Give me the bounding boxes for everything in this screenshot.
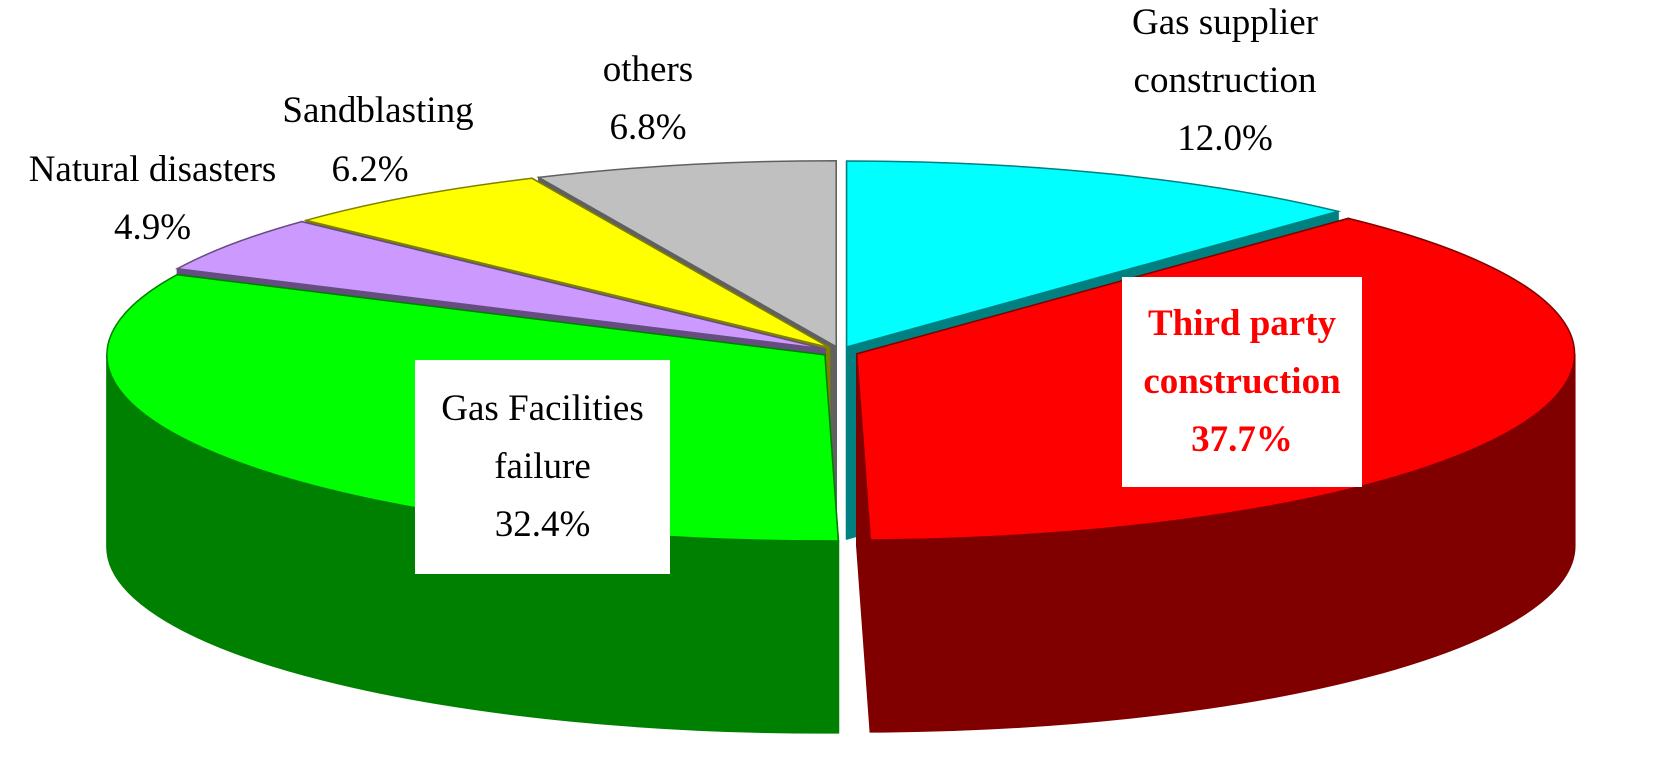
- slice-label: Gas supplier construction 12.0%: [1090, 0, 1360, 168]
- slice-top: [174, 220, 826, 350]
- slice-top: [845, 160, 1342, 348]
- slice-label: Gas Facilities failure 32.4%: [415, 360, 670, 574]
- slice-top: [536, 159, 837, 348]
- category-label: Natural disasters: [28, 149, 277, 190]
- value-label: 6.8%: [609, 107, 687, 148]
- slice-top: [303, 177, 830, 349]
- value-label: 6.2%: [331, 149, 409, 190]
- slice-label: Natural disasters 4.9%: [0, 141, 305, 257]
- value-label: 12.0%: [1177, 118, 1273, 159]
- slice-label: others 6.8%: [568, 41, 728, 157]
- category-label: Sandblasting: [282, 90, 474, 131]
- value-label: 37.7%: [1191, 419, 1293, 460]
- value-label: 4.9%: [113, 207, 192, 248]
- category-label: Gas supplier construction: [1132, 2, 1318, 101]
- category-label: Gas Facilities failure: [441, 388, 644, 487]
- category-label: others: [602, 49, 694, 90]
- slice-label: Third party construction 37.7%: [1122, 277, 1362, 487]
- value-label: 32.4%: [494, 504, 591, 545]
- category-label: Third party construction: [1143, 303, 1341, 402]
